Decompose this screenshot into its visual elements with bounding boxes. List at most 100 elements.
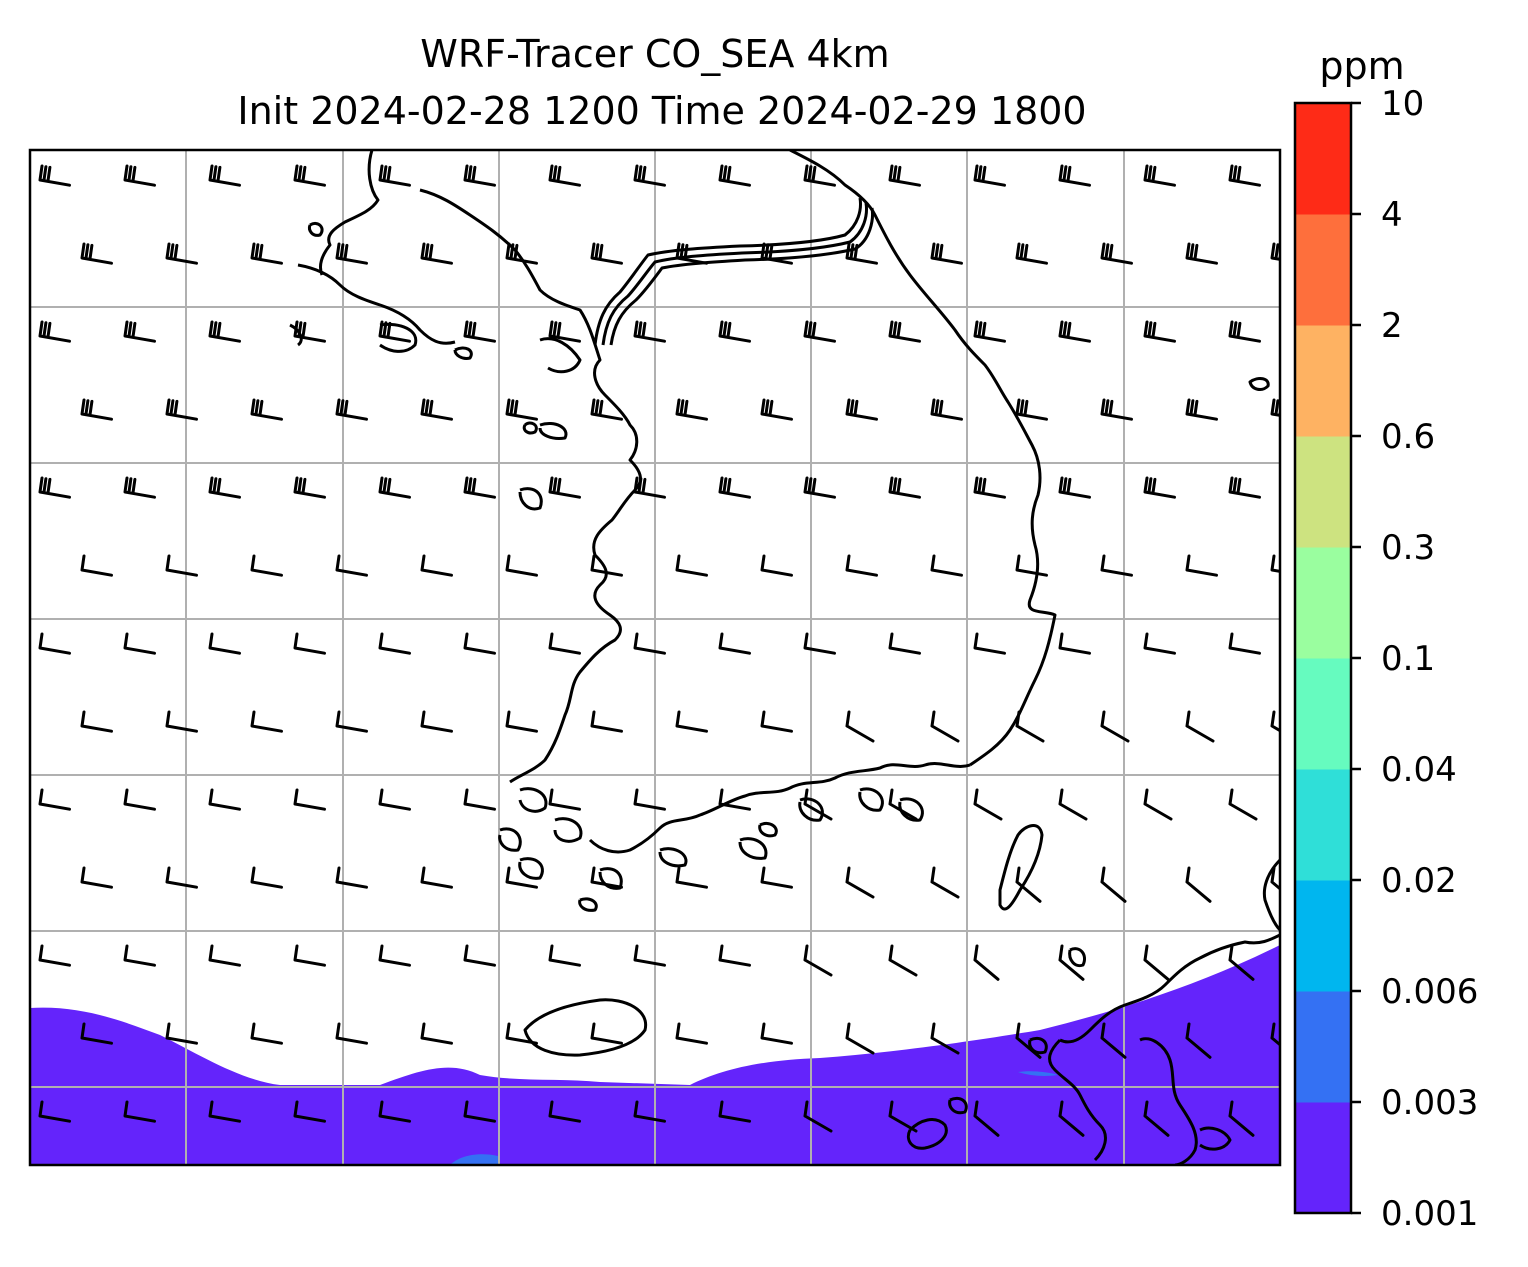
- wind-barb: [378, 476, 411, 499]
- wind-barb: [38, 476, 71, 499]
- wind-barb: [930, 242, 963, 265]
- wind-barb: [1270, 866, 1280, 891]
- colorbar-band: [1295, 436, 1351, 548]
- wind-barb: [973, 944, 1000, 981]
- wind-barb: [420, 398, 453, 421]
- colorbar-bands: [1295, 103, 1351, 1214]
- wind-barb: [293, 320, 326, 343]
- title-line-2: Init 2024-02-28 1200 Time 2024-02-29 180…: [237, 89, 1086, 133]
- wind-barb: [590, 398, 623, 421]
- wind-barb: [803, 944, 833, 977]
- colorbar-tick-label: 2: [1381, 306, 1403, 346]
- wind-barb: [123, 164, 156, 187]
- wind-barb: [1100, 866, 1127, 903]
- wind-barb: [38, 788, 71, 811]
- wind-barb: [505, 398, 538, 421]
- wind-barb: [1058, 788, 1088, 821]
- wind-barb: [718, 944, 751, 967]
- wind-barb: [123, 632, 156, 655]
- wind-barb: [250, 710, 283, 733]
- jeju-island: [523, 998, 648, 1057]
- wind-barb: [590, 242, 623, 265]
- wind-barb: [420, 242, 453, 265]
- wind-barb: [1015, 866, 1042, 903]
- wind-barb: [760, 398, 793, 421]
- wind-barb: [803, 476, 836, 499]
- wind-barb: [590, 1022, 623, 1045]
- wind-barb: [1015, 1022, 1042, 1059]
- wind-barb: [1185, 1022, 1212, 1059]
- wind-barb: [1100, 554, 1133, 577]
- wind-barb: [845, 554, 878, 577]
- wind-barb: [1143, 1100, 1170, 1137]
- wind-barb: [973, 632, 1006, 655]
- wind-barb: [165, 710, 198, 733]
- wind-barb: [1143, 476, 1176, 499]
- colorbar-unit-label: ppm: [1319, 44, 1404, 88]
- wind-barb: [208, 1100, 241, 1123]
- wind-barb: [505, 554, 538, 577]
- wind-barb: [760, 710, 793, 733]
- wind-barb: [633, 164, 666, 187]
- wind-barb: [1058, 320, 1091, 343]
- wind-barb: [718, 164, 751, 187]
- colorbar-band: [1295, 1102, 1351, 1214]
- wind-barb: [888, 1100, 918, 1133]
- wind-barb: [845, 1022, 875, 1055]
- wind-barb: [845, 866, 875, 899]
- colorbar-band: [1295, 991, 1351, 1103]
- wind-barb: [463, 788, 496, 811]
- wind-barb: [123, 944, 156, 967]
- wind-barb: [38, 1100, 71, 1123]
- wind-barb: [335, 554, 368, 577]
- wind-barb: [1228, 632, 1261, 655]
- wind-barb: [378, 944, 411, 967]
- wind-barb: [1143, 788, 1173, 821]
- wind-barb: [293, 788, 326, 811]
- wind-barb: [1228, 944, 1255, 981]
- wind-barb: [1270, 398, 1280, 417]
- wind-barb: [420, 866, 453, 889]
- wind-barb: [1228, 788, 1258, 821]
- wind-barb: [1143, 944, 1170, 981]
- colorbar-tick-label: 0.001: [1381, 1194, 1478, 1234]
- wind-barb: [930, 1022, 960, 1055]
- wind-barb: [165, 242, 198, 265]
- wind-barb: [80, 554, 113, 577]
- colorbar-tick-label: 0.006: [1381, 972, 1478, 1012]
- wind-barb: [548, 788, 581, 811]
- wind-barb: [1185, 554, 1218, 577]
- wind-barb: [463, 1100, 496, 1123]
- wind-barb: [1100, 710, 1130, 743]
- wind-barb: [1228, 164, 1261, 187]
- co-concentration-patch-east: [1018, 1071, 1058, 1076]
- wind-barb: [548, 476, 581, 499]
- wind-barb: [1100, 398, 1133, 421]
- wind-barbs: [38, 164, 1280, 1137]
- wind-barb: [1185, 866, 1212, 903]
- wind-barb: [633, 320, 666, 343]
- wind-barb: [675, 398, 708, 421]
- wind-barb: [633, 476, 666, 499]
- colorbar: 0.001 0.003 0.006 0.02 0.04 0.1 0.3 0.6 2 4 10 ppm: [1293, 44, 1478, 1234]
- wind-barb: [250, 398, 283, 421]
- wind-barb: [1270, 1022, 1280, 1047]
- wind-barb: [208, 632, 241, 655]
- wind-barb: [335, 398, 368, 421]
- wind-barb: [378, 788, 411, 811]
- wind-barb: [1143, 164, 1176, 187]
- wind-barb: [250, 866, 283, 889]
- colorbar-tick-label: 0.6: [1381, 417, 1435, 457]
- wind-barb: [973, 320, 1006, 343]
- colorbar-tick-label: 0.02: [1381, 861, 1457, 901]
- wind-barb: [208, 476, 241, 499]
- wind-barb: [208, 944, 241, 967]
- colorbar-band: [1295, 547, 1351, 659]
- wind-barb: [1143, 632, 1176, 655]
- wind-barb: [718, 632, 751, 655]
- wind-barb: [80, 1022, 113, 1045]
- wind-barb: [123, 1100, 156, 1123]
- wind-barb: [675, 554, 708, 577]
- colorbar-band: [1295, 103, 1351, 215]
- wind-barb: [80, 866, 113, 889]
